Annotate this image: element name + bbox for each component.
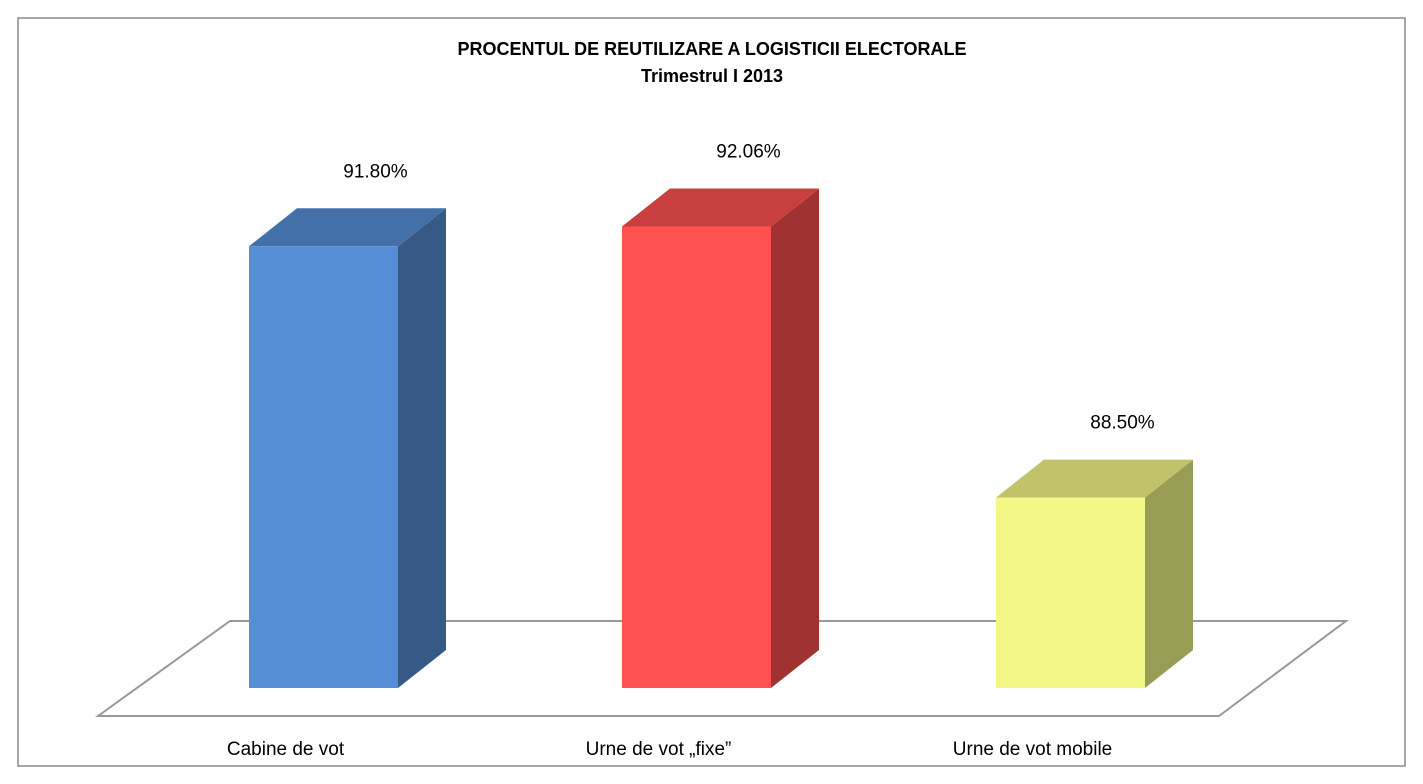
data-label: 92.06% (716, 142, 781, 163)
bar-side (1145, 459, 1193, 688)
bar-top (996, 459, 1193, 498)
data-label: 91.80% (343, 161, 408, 182)
bar (622, 226, 771, 688)
bar-side (771, 188, 819, 688)
x-tick-label: Urne de vot mobile (953, 739, 1112, 760)
bar-top (249, 208, 446, 247)
chart-title: PROCENTUL DE REUTILIZARE A LOGISTICII EL… (457, 39, 966, 59)
bar-side (398, 208, 446, 689)
x-tick-label: Urne de vot „fixe” (586, 739, 732, 760)
x-tick-label: Cabine de vot (227, 739, 345, 760)
chart-subtitle: Trimestrul I 2013 (641, 66, 783, 86)
bar (249, 246, 398, 689)
data-label: 88.50% (1090, 413, 1155, 434)
bar (996, 497, 1145, 688)
bar-top (622, 188, 819, 227)
